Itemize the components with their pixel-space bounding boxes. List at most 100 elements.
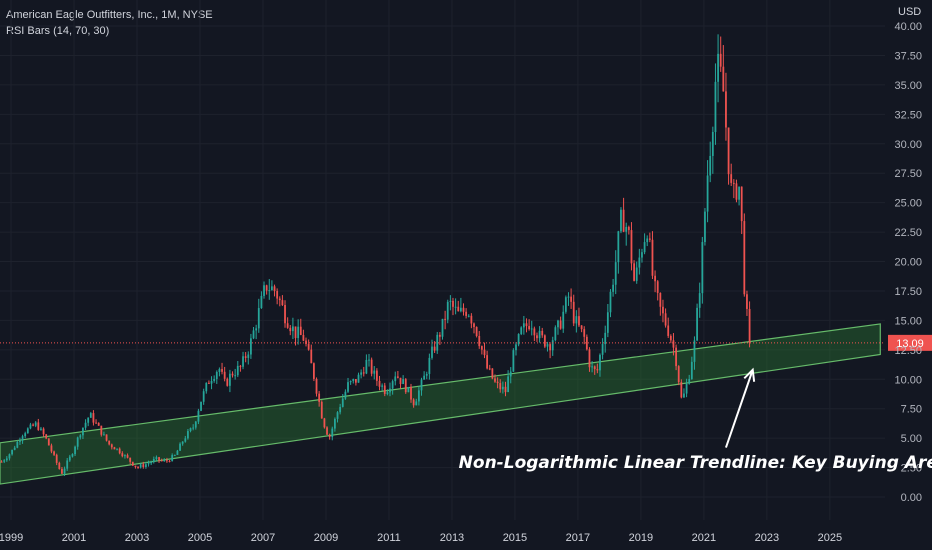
candle-body [68,456,71,461]
trend-channel-band [0,323,881,485]
currency-label: USD [898,6,922,18]
x-tick-label: 2003 [125,532,149,544]
candle-body [690,361,693,379]
last-price-tag [888,334,932,351]
candle-body [620,209,622,232]
x-tick-label: 2017 [566,532,590,544]
candle-body [433,346,436,351]
candle-body [118,448,121,454]
candle-body [231,373,234,376]
candle-body [273,286,276,292]
candle-body [187,431,189,439]
candle-body [725,91,727,128]
candle-body [341,398,344,407]
candle-body [145,464,147,467]
candle-body [457,306,460,312]
candle-body [252,330,255,339]
candle-body [79,435,82,438]
candle-body [570,296,573,302]
candle-body [614,262,617,285]
chart-title: American Eagle Outfitters, Inc., 1M, NYS… [6,9,213,21]
y-tick-label: 17.50 [894,286,922,298]
candle-body [415,401,418,406]
candle-body [276,291,279,299]
candle-body [701,242,704,294]
candle-body [152,459,155,463]
candle-body [168,460,171,462]
candle-body [226,378,229,386]
candle-body [349,381,352,383]
candle-body [362,372,365,374]
candle-body [352,379,355,382]
candle-body [347,382,349,392]
candle-body [378,380,381,387]
y-tick-label: 35.00 [894,80,922,92]
candle-body [606,312,609,333]
candle-body [719,53,722,67]
candle-body [646,238,649,243]
x-tick-label: 2001 [62,532,86,544]
candle-body [394,376,397,382]
indicator-label: RSI Bars (14, 70, 30) [6,25,110,37]
candle-body [722,66,725,92]
candle-body [236,365,239,376]
y-tick-label: 32.50 [894,109,922,121]
candle-body [213,378,216,381]
candle-body [685,383,688,394]
candle-body [459,307,462,312]
candle-body [82,427,84,436]
candle-body [727,127,730,175]
candle-body [575,316,578,324]
candle-body [163,460,166,462]
candle-body [61,468,63,474]
y-tick-label: 0.00 [901,492,922,504]
candle-body [292,326,294,332]
candle-body [389,388,391,393]
candle-body [354,379,357,383]
x-tick-label: 2021 [692,532,716,544]
candle-body [244,356,247,358]
candle-body [76,437,79,447]
candle-body [441,318,444,337]
candle-body [383,385,386,394]
candle-body [706,175,709,212]
candle-body [24,433,27,437]
candle-body [37,422,40,430]
candle-body [420,379,423,391]
candle-body [260,295,263,309]
candle-body [604,332,607,345]
y-tick-label: 40.00 [894,21,922,33]
candle-body [131,461,134,466]
candle-body [648,238,651,240]
candle-body [557,320,559,328]
candle-body [551,340,554,351]
candle-body [129,457,132,462]
candle-body [738,186,740,200]
candle-body [530,328,533,330]
candle-body [126,455,129,458]
candle-body [396,376,399,378]
candle-body [675,347,677,367]
candle-body [509,371,512,377]
candle-body [281,300,284,306]
candle-body [578,316,580,326]
candle-body [357,374,360,383]
candle-body [612,284,614,292]
candle-body [42,428,45,435]
chart-grid [0,0,885,520]
x-tick-label: 2013 [440,532,464,544]
candle-body [257,308,260,329]
x-tick-label: 2007 [251,532,275,544]
candle-body [218,369,221,372]
candle-body [310,349,313,364]
candle-body [583,329,586,337]
candle-body [176,450,179,455]
candle-body [641,252,643,258]
candle-body [173,454,176,456]
annotation-group: Non-Logarithmic Linear Trendline: Key Bu… [459,367,932,473]
candle-body [55,454,58,463]
x-tick-label: 2015 [503,532,527,544]
candle-body [268,290,271,292]
y-tick-label: 7.50 [901,404,922,416]
